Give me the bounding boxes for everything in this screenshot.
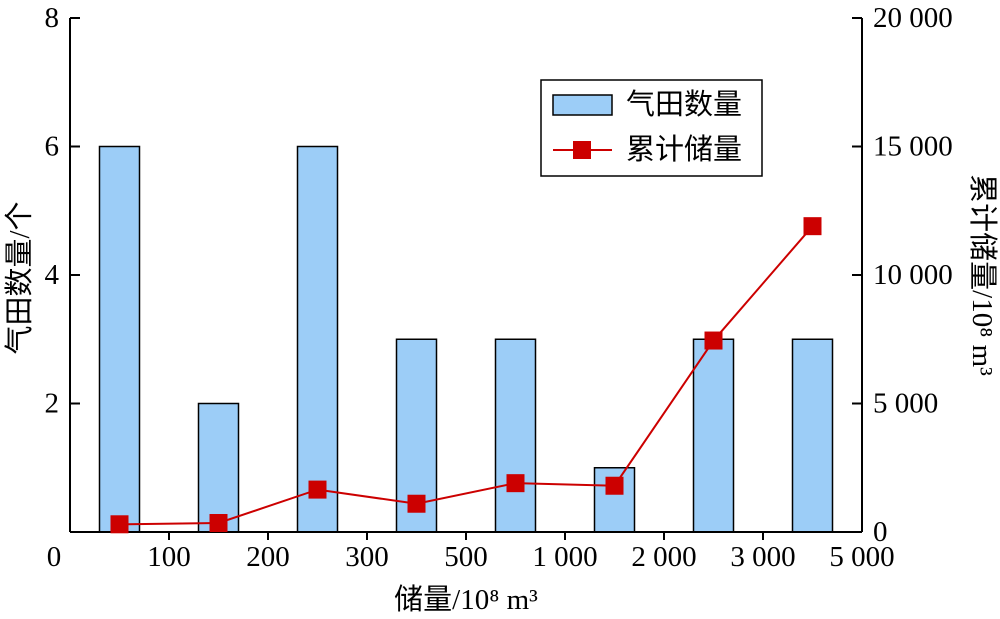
x-tick-label: 0 [47, 541, 62, 573]
bar [197, 402, 240, 533]
x-tick-label: 100 [147, 541, 191, 573]
x-axis-label: 储量/10⁸ m³ [394, 583, 538, 616]
x-tick-label: 5 000 [829, 541, 894, 573]
y-right-tick-label: 5 000 [873, 388, 938, 420]
bar [791, 338, 834, 533]
bar [98, 145, 141, 533]
x-tick-label: 3 000 [730, 541, 795, 573]
axes [69, 17, 863, 540]
cumulative-reserves-marker [704, 331, 723, 350]
x-tick-label: 1 000 [532, 541, 597, 573]
y-right-tick-label: 0 [873, 516, 888, 548]
bar [692, 338, 735, 533]
legend-label-cumulative-reserves: 累计储量 [626, 133, 742, 166]
x-tick-label: 500 [444, 541, 488, 573]
y-right-tick-label: 20 000 [873, 2, 953, 34]
legend: 气田数量 累计储量 [540, 79, 763, 177]
bar [494, 338, 537, 533]
cumulative-reserves-marker [308, 480, 327, 499]
cumulative-reserves-marker [110, 515, 129, 534]
y-left-tick-label: 8 [45, 2, 60, 34]
cumulative-reserves-marker [209, 514, 228, 533]
y-left-tick-label: 2 [45, 388, 60, 420]
legend-bar-swatch [552, 94, 613, 116]
cumulative-reserves-marker [803, 217, 822, 236]
gas-field-count-bars [98, 145, 834, 533]
x-tick-label: 2 000 [631, 541, 696, 573]
y-right-tick-label: 15 000 [873, 131, 953, 163]
cumulative-reserves-line [119, 225, 814, 526]
y-right-tick-label: 10 000 [873, 259, 953, 291]
bar [296, 145, 339, 533]
cumulative-reserves-marker [407, 494, 426, 513]
y-left-tick-label: 4 [45, 259, 60, 291]
y-right-axis-label: 累计储量/10⁸ m³ [966, 174, 999, 376]
cumulative-reserves-series [110, 217, 822, 534]
legend-label-gas-field-count: 气田数量 [626, 88, 742, 121]
cumulative-reserves-marker [605, 476, 624, 495]
cumulative-reserves-marker [506, 474, 525, 493]
x-tick-label: 300 [345, 541, 389, 573]
y-left-axis-label: 气田数量/个 [3, 201, 36, 354]
x-tick-label: 200 [246, 541, 290, 573]
legend-marker-swatch [573, 141, 591, 159]
y-left-tick-label: 6 [45, 131, 60, 163]
